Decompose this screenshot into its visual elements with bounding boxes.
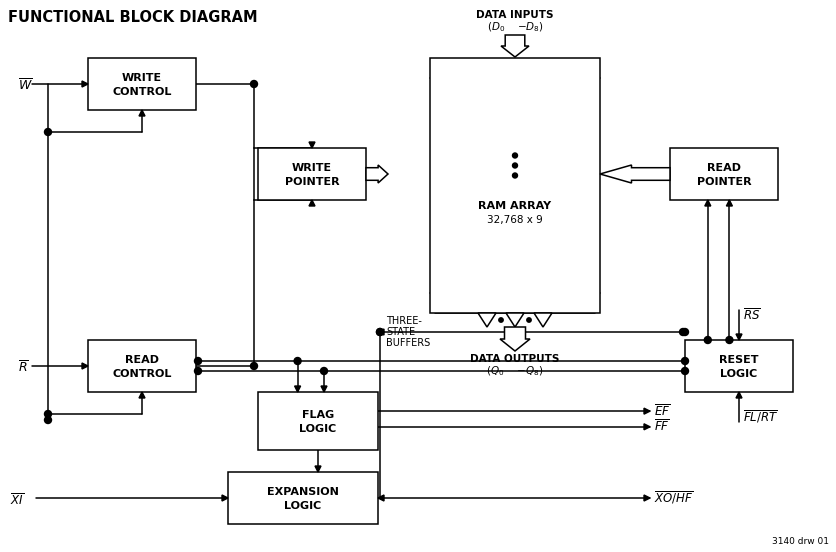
Circle shape: [44, 417, 52, 423]
Text: $\overline{FF}$: $\overline{FF}$: [653, 419, 669, 434]
Text: FUNCTIONAL BLOCK DIAGRAM: FUNCTIONAL BLOCK DIAGRAM: [8, 10, 257, 25]
Text: RAM ARRAY: RAM ARRAY: [478, 200, 551, 210]
Circle shape: [512, 163, 517, 168]
Polygon shape: [726, 200, 732, 206]
Circle shape: [681, 358, 688, 364]
Circle shape: [194, 358, 201, 364]
Polygon shape: [139, 110, 145, 116]
Text: WRITE: WRITE: [292, 163, 332, 173]
Polygon shape: [378, 495, 384, 501]
Polygon shape: [294, 386, 300, 392]
Text: LOGIC: LOGIC: [720, 369, 757, 379]
Polygon shape: [82, 81, 88, 87]
Circle shape: [376, 328, 383, 336]
Polygon shape: [499, 327, 529, 351]
Polygon shape: [139, 392, 145, 398]
Text: $\overline{FL/RT}$: $\overline{FL/RT}$: [742, 408, 777, 425]
Circle shape: [44, 411, 52, 417]
Text: LOGIC: LOGIC: [299, 424, 336, 434]
Polygon shape: [308, 142, 314, 148]
Circle shape: [320, 368, 327, 374]
Bar: [669, 148, 777, 200]
Polygon shape: [222, 495, 227, 501]
Polygon shape: [477, 313, 496, 327]
Polygon shape: [533, 313, 551, 327]
Text: $\overline{XO/HF}$: $\overline{XO/HF}$: [653, 490, 692, 506]
Text: READ: READ: [706, 163, 740, 173]
Bar: [227, 472, 378, 524]
Polygon shape: [501, 35, 528, 57]
Text: DATA OUTPUTS: DATA OUTPUTS: [470, 354, 559, 364]
Text: READ: READ: [125, 355, 159, 365]
Text: STATE: STATE: [385, 327, 415, 337]
Text: 32,768 x 9: 32,768 x 9: [487, 215, 543, 225]
Polygon shape: [643, 495, 650, 501]
Circle shape: [512, 173, 517, 178]
Text: RESET: RESET: [718, 355, 758, 365]
Circle shape: [250, 363, 257, 369]
Text: WRITE: WRITE: [122, 73, 162, 83]
Polygon shape: [506, 313, 523, 327]
Polygon shape: [314, 466, 321, 472]
Text: $(D_0$    $-D_8)$: $(D_0$ $-D_8)$: [486, 20, 543, 34]
Bar: [88, 58, 196, 110]
Text: $\overline{EF}$: $\overline{EF}$: [653, 404, 670, 419]
Polygon shape: [321, 386, 327, 392]
Circle shape: [681, 328, 688, 336]
Circle shape: [703, 337, 711, 343]
Polygon shape: [378, 329, 384, 335]
Polygon shape: [308, 200, 314, 206]
Text: $(Q_0$    $-Q_8)$: $(Q_0$ $-Q_8)$: [486, 364, 543, 378]
Circle shape: [725, 337, 732, 343]
Circle shape: [498, 318, 502, 322]
Bar: [257, 392, 378, 450]
Text: $\overline{XI}$: $\overline{XI}$: [10, 492, 24, 508]
Polygon shape: [735, 392, 741, 398]
Text: THREE-: THREE-: [385, 316, 421, 326]
Text: 3140 drw 01: 3140 drw 01: [771, 537, 828, 546]
Polygon shape: [643, 408, 650, 414]
Text: CONTROL: CONTROL: [112, 87, 171, 97]
Polygon shape: [704, 200, 710, 206]
Text: $\overline{W}$: $\overline{W}$: [18, 78, 33, 94]
Text: LOGIC: LOGIC: [284, 501, 321, 511]
Text: FLAG: FLAG: [302, 410, 334, 420]
Text: $\overline{RS}$: $\overline{RS}$: [742, 307, 760, 323]
Circle shape: [250, 81, 257, 88]
Circle shape: [679, 328, 686, 336]
Text: $\overline{R}$: $\overline{R}$: [18, 360, 28, 376]
Bar: [430, 58, 599, 313]
Bar: [684, 340, 792, 392]
Polygon shape: [599, 165, 669, 183]
Circle shape: [681, 368, 688, 374]
Text: POINTER: POINTER: [696, 177, 751, 187]
Circle shape: [44, 129, 52, 135]
Polygon shape: [735, 334, 741, 340]
Circle shape: [376, 328, 383, 336]
Bar: [88, 340, 196, 392]
Text: POINTER: POINTER: [284, 177, 339, 187]
Text: BUFFERS: BUFFERS: [385, 338, 430, 348]
Circle shape: [194, 368, 201, 374]
Polygon shape: [365, 165, 388, 183]
Polygon shape: [82, 363, 88, 369]
Circle shape: [293, 358, 301, 364]
Circle shape: [512, 153, 517, 158]
Bar: [257, 148, 365, 200]
Text: DATA INPUTS: DATA INPUTS: [476, 10, 553, 20]
Circle shape: [526, 318, 531, 322]
Text: EXPANSION: EXPANSION: [267, 487, 339, 497]
Text: CONTROL: CONTROL: [112, 369, 171, 379]
Polygon shape: [643, 424, 650, 430]
